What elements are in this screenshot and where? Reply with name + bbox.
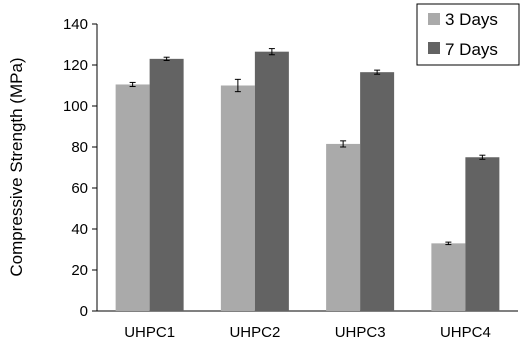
y-axis-title: Compressive Strength (MPa) [7, 57, 26, 276]
y-tick-label: 120 [63, 57, 88, 74]
bar-uhpc1-7-days [149, 58, 184, 311]
y-tick-label: 0 [80, 303, 88, 320]
x-tick-label: UHPC3 [335, 324, 386, 341]
x-tick-label: UHPC1 [124, 324, 175, 341]
y-tick-label: 40 [71, 221, 88, 238]
y-ticks: 0 20 40 60 80 100 120 140 [63, 16, 97, 320]
bar-uhpc2-7-days [254, 51, 289, 312]
y-tick-label: 140 [63, 16, 88, 33]
y-tick-label: 100 [63, 98, 88, 115]
bars [115, 51, 500, 312]
y-tick-label: 60 [71, 180, 88, 197]
legend-swatch-3-days [428, 13, 440, 25]
x-tick-label: UHPC2 [229, 324, 280, 341]
y-tick-label: 20 [71, 262, 88, 279]
bar-uhpc2-3-days [220, 85, 255, 311]
x-tick-labels: UHPC1 UHPC2 UHPC3 UHPC4 [124, 324, 491, 341]
bar-uhpc3-3-days [326, 143, 361, 311]
bar-uhpc4-7-days [465, 157, 500, 311]
legend-label-7-days: 7 Days [445, 40, 498, 59]
bar-uhpc4-3-days [431, 243, 466, 311]
legend-box [416, 3, 520, 66]
error-bars [129, 48, 486, 246]
legend-swatch-7-days [428, 42, 440, 54]
x-tick-label: UHPC4 [440, 324, 491, 341]
bar-uhpc3-7-days [360, 72, 395, 311]
legend: 3 Days 7 Days [416, 3, 520, 66]
bar-uhpc1-3-days [115, 84, 150, 311]
y-tick-label: 80 [71, 139, 88, 156]
legend-label-3-days: 3 Days [445, 10, 498, 29]
